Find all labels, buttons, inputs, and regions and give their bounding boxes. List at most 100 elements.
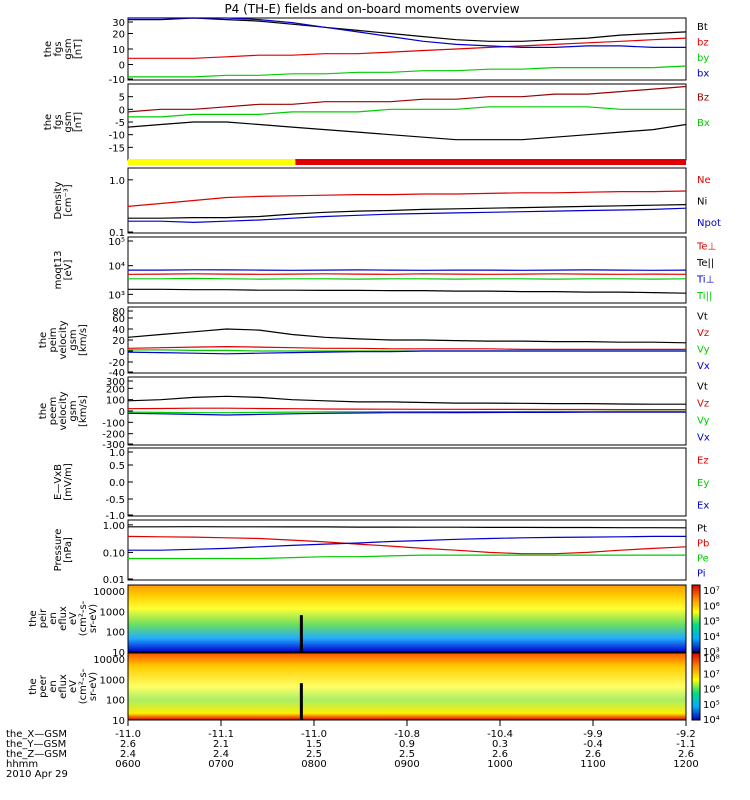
y-tick-label: 60 [112, 314, 125, 325]
legend-Ni: Ni [697, 197, 707, 208]
x-tick-label: 0900 [394, 759, 419, 770]
series-line-Vy [127, 410, 686, 414]
chart-title: P4 (TH-E) fields and on-board moments ov… [224, 2, 519, 16]
y-tick-label: -1.0 [105, 511, 125, 522]
y-tick-label: 10 [112, 45, 125, 56]
y-axis-label: thepeimvelocitygsm[km/s] [38, 320, 89, 359]
x-tick-label: -0.4 [583, 739, 603, 750]
panel-7: 1.0 0.5 0.0 -0.5 -1.0 E—VxB[mV/m] Ez Ey Ex [53, 447, 709, 522]
y-tick-label: 10³ [108, 290, 125, 301]
mode-segment [295, 159, 686, 165]
x-tick-label: 0600 [115, 759, 140, 770]
y-tick-label: 0.0 [109, 478, 125, 489]
series-line-Ni [128, 204, 687, 219]
y-tick-label: 0.10 [103, 548, 125, 559]
x-tick-label: 2.6 [492, 749, 508, 760]
x-tick-label: -1.1 [676, 739, 696, 750]
series-line-Bt [128, 17, 687, 42]
series-line-Npot [128, 207, 687, 224]
x-tick-label: 2.1 [213, 739, 229, 750]
spectrogram-panels: 10000 1000 100 10 thepeirenefluxeV(cm²-s-sr-… [28, 584, 720, 727]
colorbar-tick: 10⁵ [703, 617, 720, 628]
y-tick-label: 10 [112, 716, 125, 727]
colorbar-tick: 10⁸ [703, 654, 720, 665]
series-line-unnamed [127, 121, 687, 141]
series-line-Te|| [128, 288, 687, 294]
y-tick-label: 5 [119, 93, 125, 104]
x-row-label: 2010 Apr 29 [6, 769, 68, 780]
colorbar [691, 652, 701, 721]
y-tick-label: 80 [112, 307, 125, 318]
y-tick-label: -20 [109, 358, 125, 369]
x-tick-label: 1.5 [306, 739, 322, 750]
panel-3: 1.0 0.1 Density[cm⁻³] Ne Ni Npot [53, 167, 721, 239]
panel-frame [127, 167, 687, 234]
legend-Ti||: Ti|| [696, 291, 712, 302]
colorbar-tick: 10³ [703, 647, 720, 658]
y-axis-label: E—VxB[mV/m] [53, 463, 74, 501]
y-tick-label: 1.0 [109, 176, 125, 187]
x-tick-label: 0700 [208, 759, 233, 770]
series-line-Bz [127, 85, 687, 113]
y-tick-label: 1.00 [103, 521, 125, 532]
spectrogram-field [128, 653, 686, 720]
legend-Te||: Te|| [696, 258, 714, 269]
colorbar [691, 584, 701, 653]
y-tick-label: -100 [102, 418, 125, 429]
legend-Ex: Ex [697, 501, 709, 512]
legend-Ez: Ez [697, 455, 709, 466]
y-tick-label: 10000 [93, 587, 125, 598]
x-tick-label: -11.0 [301, 729, 327, 740]
y-tick-label: -40 [109, 368, 125, 379]
y-axis-label: moqt13[eV] [53, 251, 74, 290]
y-tick-label: 20 [112, 30, 125, 41]
series-line-Pt [128, 526, 687, 529]
x-row-label: the_Y—GSM [6, 739, 66, 750]
series-line-bz [128, 37, 687, 59]
y-tick-label: 0.5 [109, 461, 125, 472]
legend-bz: bz [697, 37, 709, 48]
series-line-Ne [127, 190, 687, 207]
y-tick-label: 10000 [93, 655, 125, 666]
y-tick-label: 300 [106, 377, 125, 388]
series-line-Vx [127, 411, 686, 416]
panel-2: 50 -5 -10-15 thefgsgsm[nT] Bz Bx [43, 83, 710, 161]
y-axis-label: thepeerenefluxeV(cm²-s-sr-eV) [28, 668, 99, 704]
series-line-Ti⊥ [128, 269, 687, 271]
legend-Ne: Ne [697, 175, 711, 186]
series-line-Pb [127, 535, 687, 555]
y-tick-label: 30 [112, 18, 125, 29]
x-tick-label: 2.4 [120, 749, 136, 760]
x-tick-label: 0800 [301, 759, 326, 770]
legend-Vz: Vz [697, 399, 709, 410]
legend-Bx: Bx [697, 118, 710, 129]
x-row-label: the_X—GSM [6, 729, 67, 740]
y-tick-label: 0 [119, 105, 125, 116]
series-line-Pe [128, 554, 686, 560]
y-tick-label: 1000 [100, 675, 125, 686]
y-tick-label: -300 [102, 440, 125, 451]
spectrogram-2: 10000 1000 100 10 thepeerenefluxeV(cm²-s-sr-… [28, 652, 720, 727]
x-tick-label: 0.3 [492, 739, 508, 750]
spectrogram-field [128, 585, 686, 652]
panel-8: 1.00 0.10 0.01 Pressure[nPa] Pt Pb Pe Pi [53, 519, 709, 586]
y-tick-label: -15 [109, 143, 125, 154]
colorbar-tick: 10⁶ [703, 685, 720, 696]
x-tick-label: 2.6 [678, 749, 694, 760]
legend-Pt: Pt [697, 524, 707, 535]
x-tick-label: 1200 [673, 759, 698, 770]
y-axis-label: thefgsgsm[nT] [43, 111, 84, 132]
x-tick-label: 2.6 [585, 749, 601, 760]
data-gap [299, 683, 303, 720]
legend-Pe: Pe [697, 554, 709, 565]
y-tick-label: 10⁴ [108, 262, 125, 273]
line-panels: 3020100-10thefgsgsm[nT]Btbzbybx50-5-10-1… [38, 17, 721, 586]
y-tick-label: 20 [112, 336, 125, 347]
x-row-label: the_Z—GSM [6, 749, 67, 760]
series-line-Te⊥ [127, 273, 687, 275]
x-tick-label: 2.4 [213, 749, 229, 760]
colorbar-tick: 10⁴ [703, 632, 720, 643]
x-row-label: hhmm [6, 759, 38, 770]
